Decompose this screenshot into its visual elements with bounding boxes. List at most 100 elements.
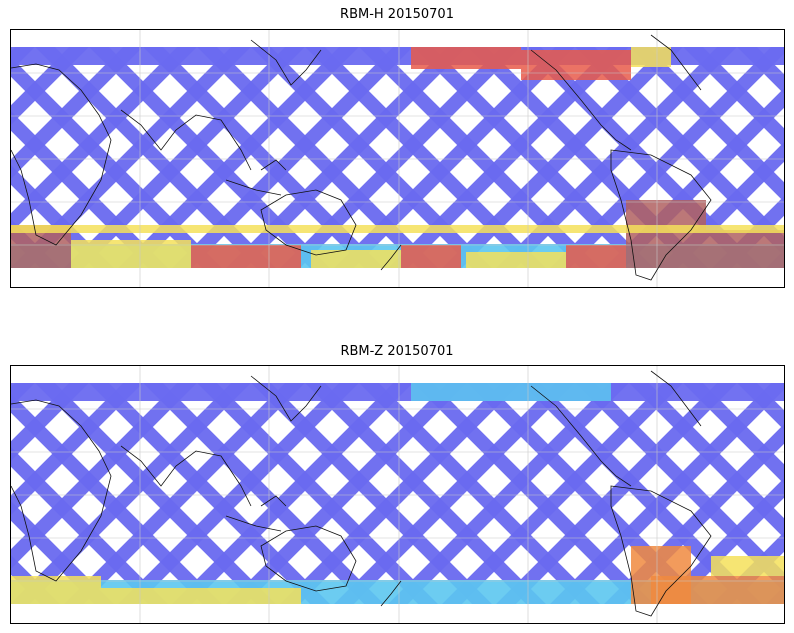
orbit-swath xyxy=(11,47,143,179)
coastline xyxy=(610,485,712,617)
high-value-patch xyxy=(631,47,671,67)
orbit-swath xyxy=(64,47,305,268)
map-panel-rbm-z xyxy=(10,365,785,624)
orbit-swath xyxy=(89,47,330,268)
panel-title-rbm-h: RBM-H 20150701 xyxy=(340,7,454,22)
orbit-swath xyxy=(388,383,629,604)
high-value-patch xyxy=(401,245,461,268)
high-value-patch xyxy=(466,252,566,268)
orbit-swath xyxy=(118,383,359,604)
orbit-swath xyxy=(197,383,438,604)
orbit-swath xyxy=(550,47,784,268)
high-value-patch xyxy=(411,47,521,69)
coastline xyxy=(11,399,112,582)
high-value-patch xyxy=(626,200,706,268)
orbit-swath xyxy=(143,47,384,268)
orbit-swath xyxy=(64,383,305,604)
orbit-swath xyxy=(11,555,60,604)
coastline xyxy=(11,63,112,246)
orbit-swath xyxy=(658,478,784,604)
orbit-swath xyxy=(11,393,222,604)
orbit-swath xyxy=(305,47,546,268)
orbit-swath xyxy=(251,383,492,604)
orbit-swath xyxy=(629,47,784,202)
high-value-patch xyxy=(191,245,301,268)
rbm-z-swath-map xyxy=(11,366,784,623)
orbit-swath xyxy=(442,47,683,268)
high-value-patch xyxy=(566,245,626,268)
orbit-swath xyxy=(305,383,546,604)
orbit-swath xyxy=(683,47,784,148)
orbit-swath xyxy=(280,47,521,268)
high-value-patch xyxy=(711,556,784,576)
orbit-swath xyxy=(11,47,89,125)
orbit-swath xyxy=(334,383,575,604)
coastline xyxy=(380,244,402,271)
coastline xyxy=(650,370,702,427)
coastline xyxy=(250,375,322,422)
orbit-swath xyxy=(11,447,168,604)
coastline xyxy=(120,109,252,171)
orbit-swath xyxy=(442,383,683,604)
orbit-swath xyxy=(737,47,784,94)
coastline xyxy=(650,34,702,91)
orbit-swath xyxy=(226,47,467,268)
high-value-patch xyxy=(311,250,401,268)
high-value-patch xyxy=(411,383,611,401)
orbit-swath xyxy=(172,47,413,268)
coastline xyxy=(610,149,712,281)
orbit-swath xyxy=(118,47,359,268)
high-value-patch xyxy=(521,50,631,80)
orbit-swath xyxy=(11,47,197,233)
orbit-swath xyxy=(413,383,654,604)
panel-title-rbm-z: RBM-Z 20150701 xyxy=(340,344,454,359)
coastline xyxy=(225,159,287,196)
orbit-swath xyxy=(11,383,251,604)
orbit-swath xyxy=(251,47,492,268)
coastline xyxy=(380,580,402,607)
rbm-z-swaths xyxy=(11,383,784,604)
coastline xyxy=(260,189,357,256)
orbit-swath xyxy=(35,383,276,604)
orbit-swath xyxy=(413,47,654,268)
orbit-swath xyxy=(629,383,784,538)
orbit-swath xyxy=(89,383,330,604)
map-panel-rbm-h xyxy=(10,29,785,288)
orbit-swath xyxy=(496,47,737,268)
coastline xyxy=(120,445,252,507)
coastline xyxy=(225,495,287,532)
high-value-patch xyxy=(101,588,301,604)
orbit-swath xyxy=(496,383,737,604)
coastline xyxy=(530,49,632,151)
orbit-swath xyxy=(683,383,784,484)
orbit-swath xyxy=(11,57,222,268)
high-value-patch xyxy=(71,240,191,268)
orbit-swath xyxy=(550,383,784,604)
high-value-patch xyxy=(706,230,784,268)
rbm-h-swath-map xyxy=(11,30,784,287)
orbit-swath xyxy=(172,383,413,604)
orbit-swath xyxy=(11,383,197,569)
orbit-swath xyxy=(11,111,168,268)
orbit-swath xyxy=(11,165,114,268)
orbit-swath xyxy=(280,383,521,604)
rbm-z-gridlines xyxy=(11,366,784,623)
orbit-swath xyxy=(143,383,384,604)
rbm-z-coastlines xyxy=(11,370,712,617)
orbit-swath xyxy=(11,501,114,604)
north-band xyxy=(11,383,784,401)
coastline xyxy=(250,39,322,86)
orbit-swath xyxy=(35,47,276,268)
high-value-patch xyxy=(651,576,784,604)
high-value-patch xyxy=(11,225,784,233)
coastline xyxy=(260,525,357,592)
rbm-h-coastlines xyxy=(11,34,712,281)
orbit-swath xyxy=(197,47,438,268)
orbit-swath xyxy=(11,383,89,461)
coastline xyxy=(530,385,632,487)
rbm-h-swaths xyxy=(11,47,784,268)
orbit-swath xyxy=(737,383,784,430)
rbm-h-gridlines xyxy=(11,30,784,287)
orbit-swath xyxy=(226,383,467,604)
orbit-swath xyxy=(11,383,143,515)
